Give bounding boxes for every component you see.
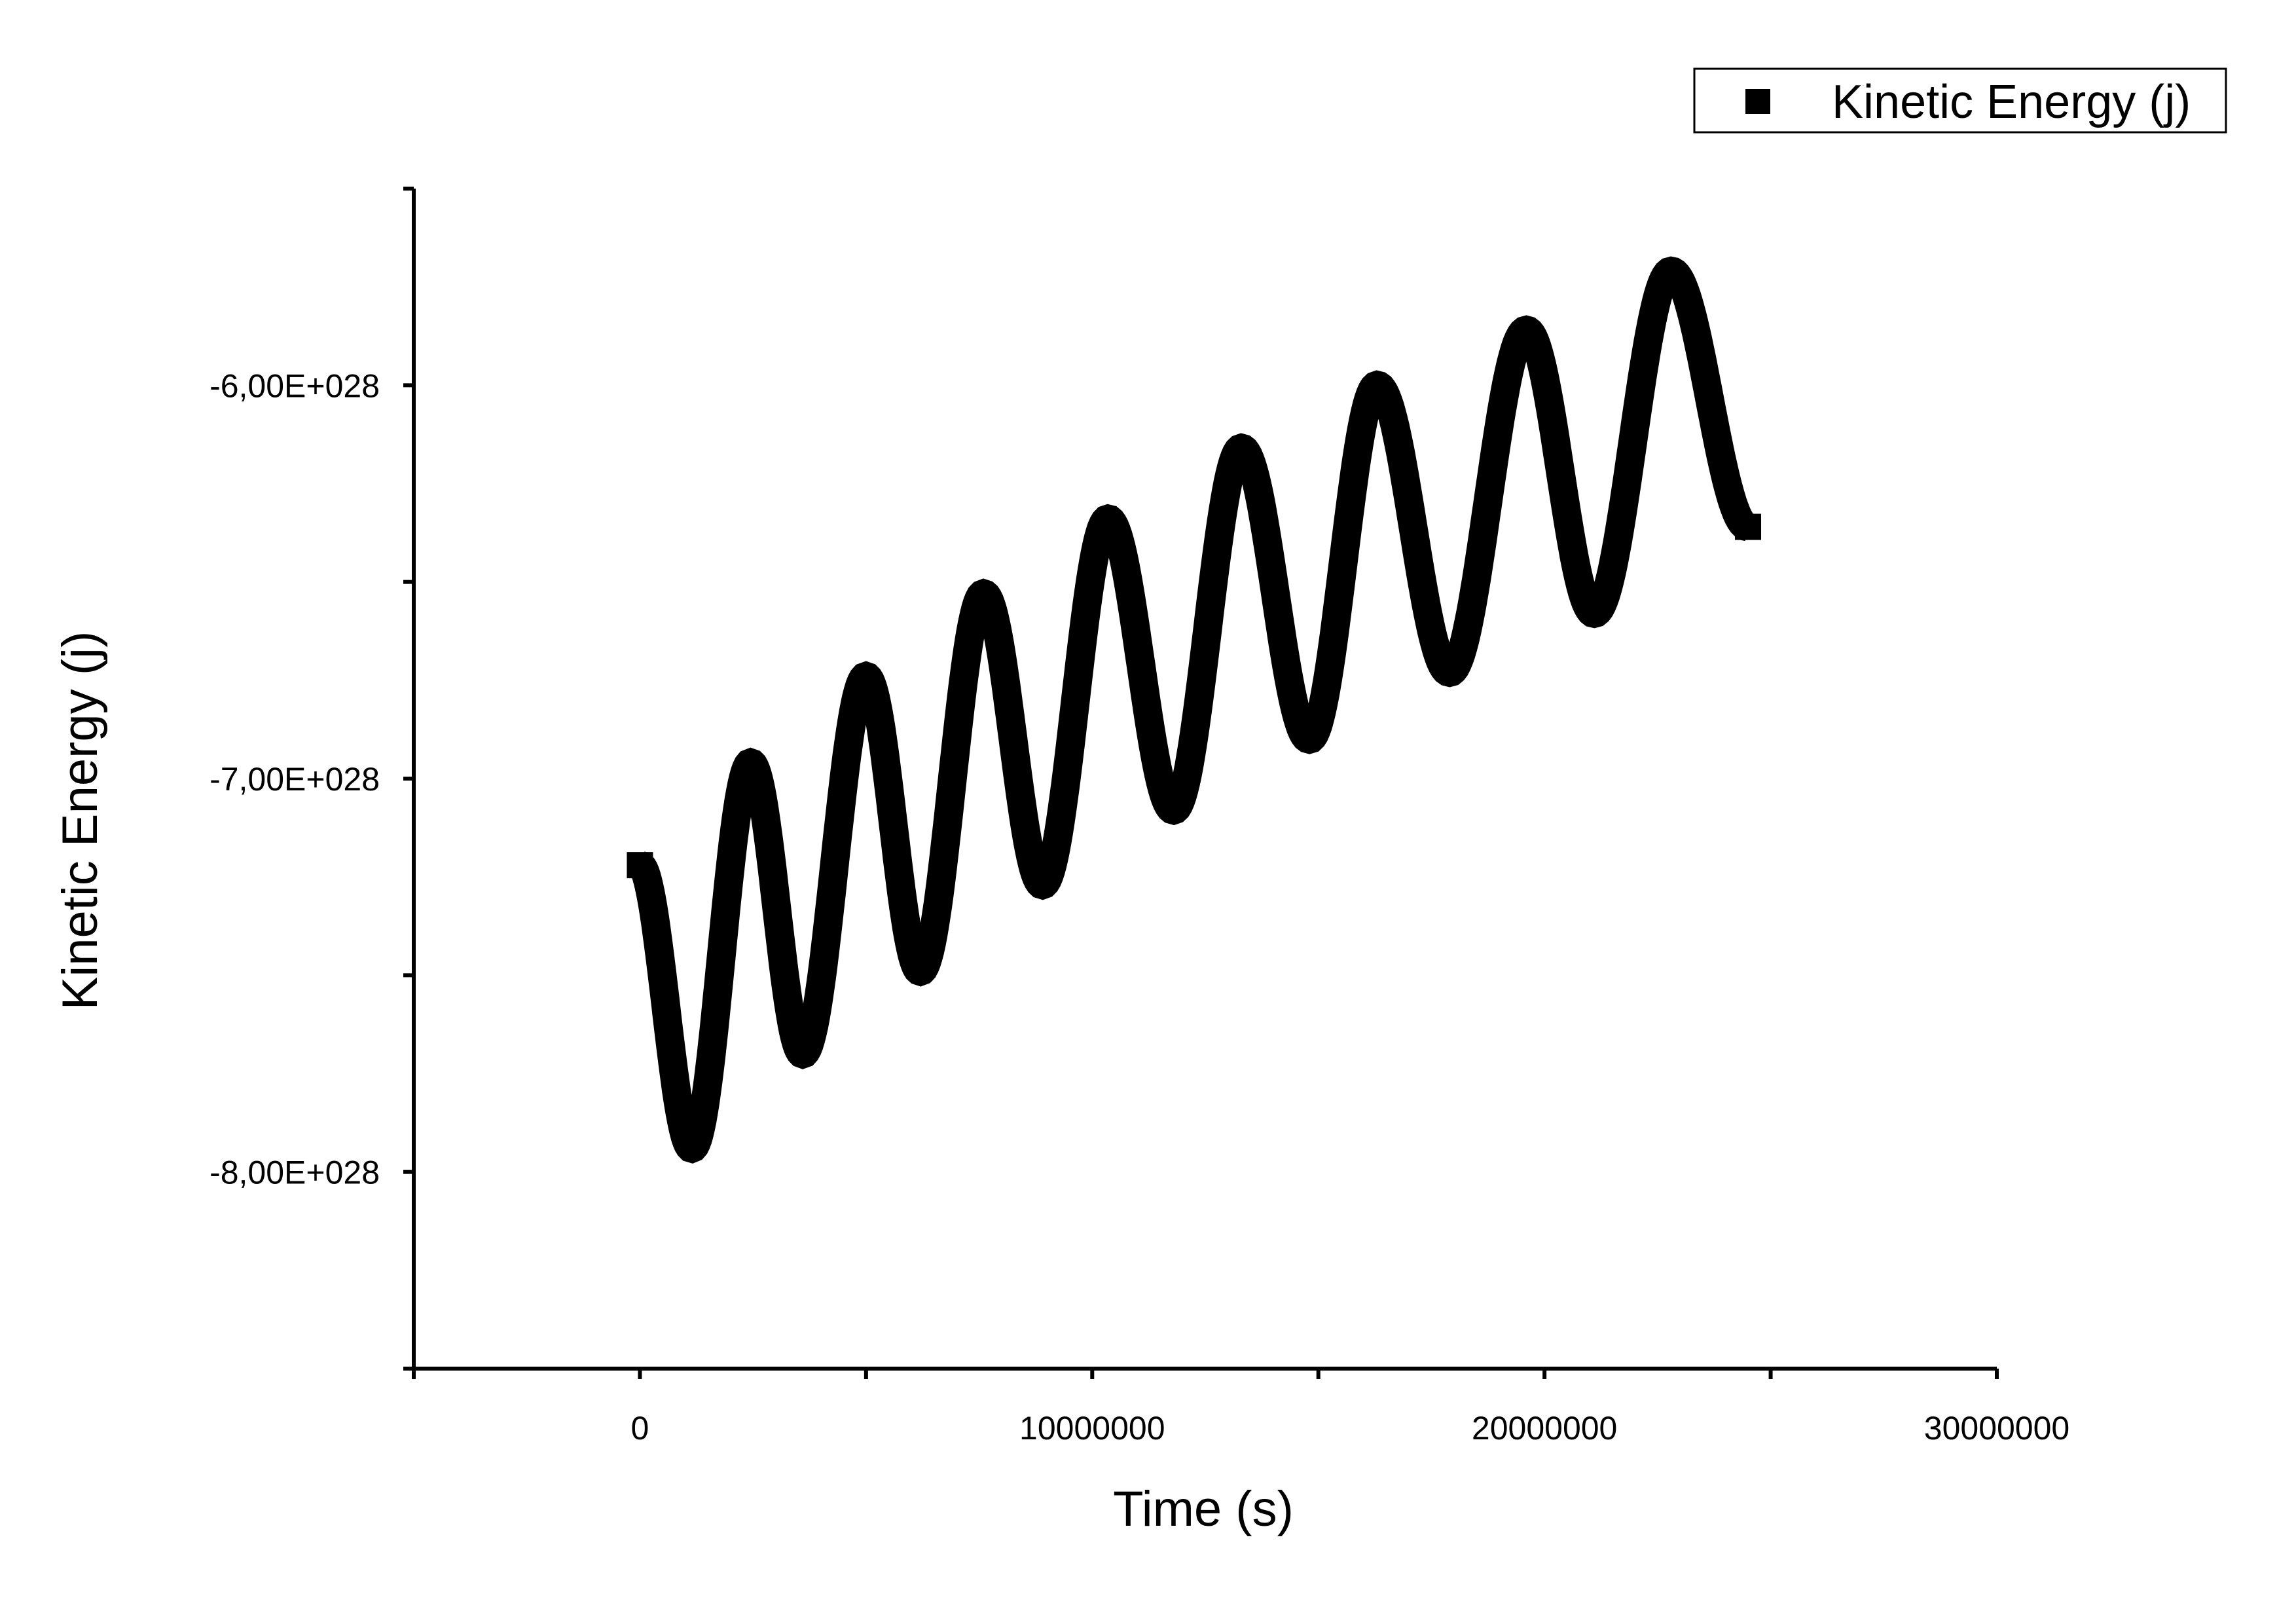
series-start-marker (627, 852, 653, 879)
legend-marker-square (1745, 89, 1770, 114)
legend-label: Kinetic Energy (j) (1832, 76, 2191, 128)
x-tick-label-0: 0 (631, 1410, 649, 1447)
y-tick-label-0: -8,00E+028 (210, 1154, 380, 1191)
y-tick-labels: -8,00E+028 -7,00E+028 -6,00E+028 (210, 367, 380, 1190)
legend: Kinetic Energy (j) (1693, 67, 2227, 134)
y-ticks (403, 187, 414, 1371)
y-tick-label-1: -7,00E+028 (210, 761, 380, 798)
x-axis: 0 10000000 20000000 30000000 Time (s) (412, 1367, 2070, 1537)
x-tick-label-2: 20000000 (1472, 1410, 1617, 1447)
x-tick-labels: 0 10000000 20000000 30000000 (631, 1410, 2070, 1447)
x-tick-label-3: 30000000 (1924, 1410, 2069, 1447)
x-tick-label-1: 10000000 (1019, 1410, 1165, 1447)
x-axis-title: Time (s) (1113, 1481, 1294, 1537)
y-axis: -8,00E+028 -7,00E+028 -6,00E+028 Kinetic… (52, 187, 416, 1371)
series-end-marker (1735, 513, 1762, 540)
data-series-kinetic-energy (630, 256, 1755, 1164)
x-ticks (412, 1369, 1999, 1379)
y-tick-label-2: -6,00E+028 (210, 367, 380, 404)
y-axis-title: Kinetic Energy (j) (52, 631, 108, 1010)
legend-box (1693, 67, 2227, 134)
plot-area (627, 256, 1762, 1164)
